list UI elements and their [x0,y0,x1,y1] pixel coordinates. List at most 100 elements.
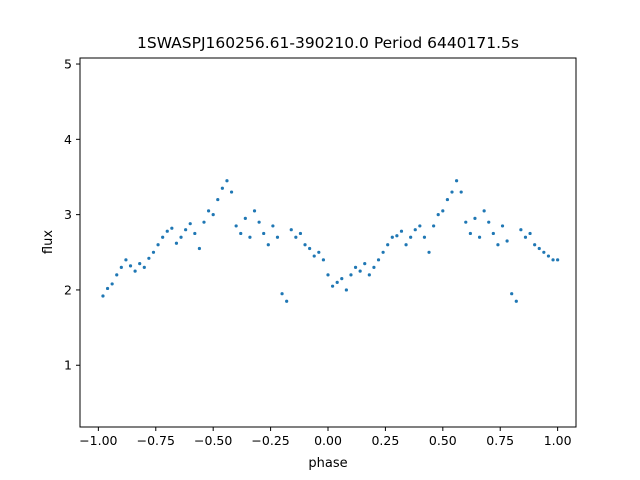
data-point [551,258,555,262]
data-point [262,231,266,236]
data-point [110,282,114,286]
x-tick-label: 0.50 [429,433,457,448]
data-point [418,224,422,228]
data-point [390,235,394,239]
data-point [523,235,528,239]
data-point [510,292,514,296]
data-point [308,246,312,251]
x-tick-label: 1.00 [544,433,572,448]
data-point [206,209,211,213]
data-point [358,269,362,273]
data-point [413,228,417,232]
data-point [289,228,293,232]
data-point [294,235,298,239]
y-tick-label: 3 [64,207,72,222]
data-point [257,220,261,224]
data-point [243,216,247,220]
data-point [312,254,316,258]
data-point [363,261,367,266]
data-point [317,250,321,254]
data-point [184,228,188,232]
data-point [340,277,344,281]
data-point [119,265,123,269]
data-point [482,209,486,213]
data-point [409,235,413,239]
data-point [436,213,440,217]
data-point [188,222,192,226]
data-point [174,241,179,245]
x-tick-label: −0.50 [194,433,232,448]
data-point [477,235,482,239]
data-point [252,209,257,213]
data-point [133,269,137,273]
y-tick-label: 1 [64,358,72,373]
data-point [399,229,404,233]
data-point [298,231,303,236]
data-point [491,231,495,236]
data-point [381,250,385,254]
x-axis: −1.00 −0.75 −0.50 −0.25 0.00 0.25 0.50 0.75 1.00 [79,427,572,448]
data-point [450,190,454,194]
data-point [248,235,252,239]
data-point [404,243,408,247]
data-point [505,239,509,243]
data-point [432,224,436,228]
data-point [537,246,541,251]
y-tick-label: 2 [64,282,72,297]
data-point [229,190,234,194]
x-tick-label: 0.75 [486,433,514,448]
chart-title: 1SWASPJ160256.61-390210.0 Period 6440171… [137,34,519,52]
data-point [142,265,146,269]
data-point [422,235,427,239]
data-point [124,258,128,262]
data-point [464,220,468,224]
data-point [202,220,206,224]
data-point [138,261,142,266]
data-point [349,273,353,277]
y-axis: 1 2 3 4 5 [64,57,80,373]
data-point [161,235,165,239]
x-axis-label: phase [308,456,347,471]
data-point [376,258,381,262]
data-point [156,243,160,247]
data-point [367,273,371,277]
data-points [101,179,560,303]
data-point [266,243,270,247]
data-point [330,284,335,288]
data-point [454,179,459,183]
data-point [445,197,450,202]
y-axis-label: flux [41,230,56,254]
x-tick-label: −0.75 [137,433,175,448]
data-point [556,258,560,262]
x-tick-label: 0.00 [314,433,342,448]
data-point [468,231,472,236]
data-point [216,197,220,202]
data-point [335,280,339,285]
data-point [170,226,174,230]
data-point [285,299,289,303]
data-point [280,292,284,296]
data-point [542,250,546,254]
data-point [105,286,110,291]
data-point [275,235,280,239]
x-tick-label: −1.00 [79,433,117,448]
data-point [519,228,523,232]
data-point [115,273,119,277]
data-point [395,234,399,238]
data-point [514,299,518,303]
x-tick-label: 0.25 [371,433,399,448]
x-tick-label: −0.25 [251,433,289,448]
data-point [496,243,500,247]
data-point [225,179,229,183]
data-point [128,264,133,268]
data-point [528,231,532,236]
data-point [473,216,477,220]
data-point [193,231,197,236]
data-point [271,224,275,228]
data-point [303,243,307,247]
data-point [427,250,431,254]
data-point [101,294,105,298]
data-point [353,265,358,269]
data-point [372,265,376,269]
